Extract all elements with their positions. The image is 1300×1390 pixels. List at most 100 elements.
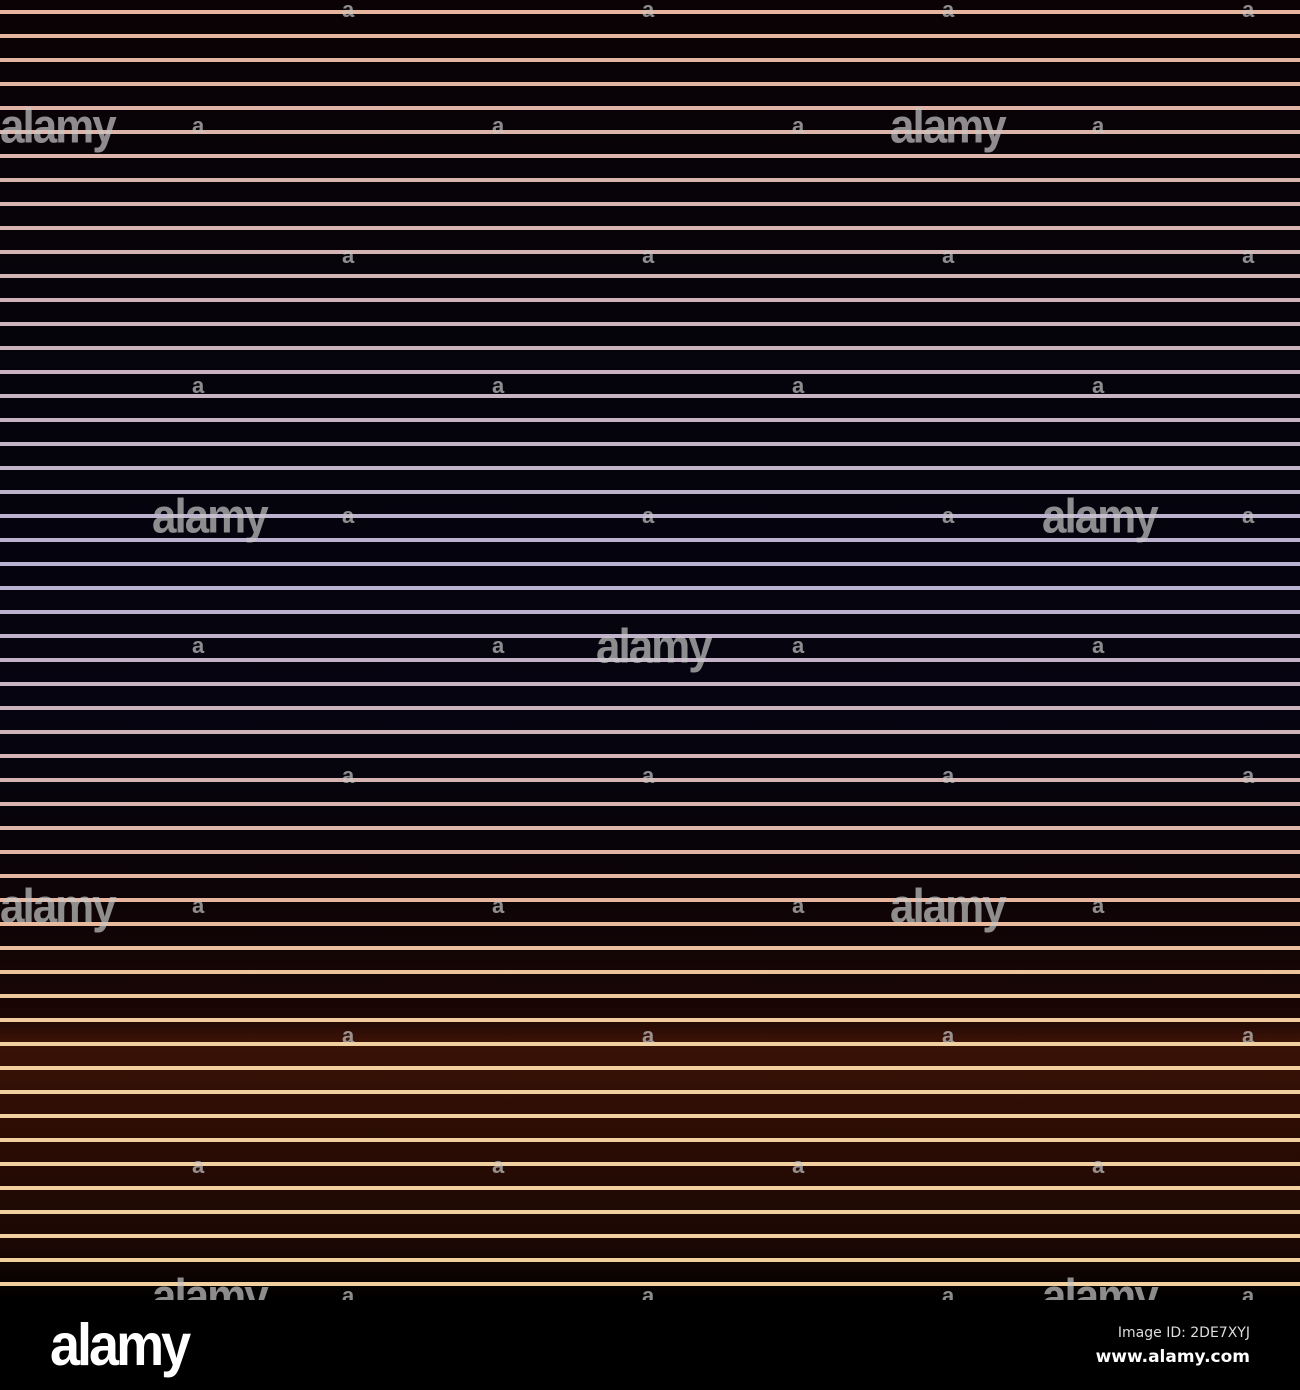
stripe <box>0 1090 1300 1094</box>
watermark-logo-icon: a <box>1092 633 1105 658</box>
image-id: Image ID: 2DE7XYJ <box>1117 1325 1250 1341</box>
stripe <box>0 706 1300 710</box>
watermark-logo-icon: a <box>1092 1153 1105 1178</box>
stripe <box>0 682 1300 686</box>
stripe <box>0 754 1300 758</box>
watermark-logo-icon: a <box>642 243 655 268</box>
stripe <box>0 850 1300 854</box>
stripe <box>0 994 1300 998</box>
website-url: www.alamy.com <box>1095 1347 1250 1367</box>
stripe <box>0 58 1300 62</box>
stripe <box>0 1138 1300 1142</box>
watermark-logo-icon: a <box>492 113 505 138</box>
watermark-logo-icon: a <box>942 243 955 268</box>
watermark-logo-icon: a <box>1092 113 1105 138</box>
stripe <box>0 82 1300 86</box>
watermark-logo-icon: a <box>942 1023 955 1048</box>
stripe <box>0 178 1300 182</box>
stripe <box>0 658 1300 662</box>
stripe <box>0 226 1300 230</box>
stripe <box>0 154 1300 158</box>
stripe <box>0 490 1300 494</box>
stripe <box>0 970 1300 974</box>
stripe <box>0 730 1300 734</box>
stripe <box>0 34 1300 38</box>
stripe <box>0 274 1300 278</box>
stripe <box>0 1114 1300 1118</box>
watermark-logo-icon: a <box>492 1153 505 1178</box>
watermark-logo-icon: a <box>1242 243 1255 268</box>
watermark-logo-icon: a <box>642 0 655 22</box>
watermark-logo-icon: a <box>1092 893 1105 918</box>
watermark: alamy <box>890 879 1007 934</box>
stripe <box>0 202 1300 206</box>
stripe <box>0 1018 1300 1022</box>
watermark: alamy <box>0 879 117 934</box>
watermark-logo-icon: a <box>342 763 355 788</box>
stripe <box>0 778 1300 782</box>
watermark: alamy <box>0 99 117 154</box>
footer-bar: alamy Image ID: 2DE7XYJ www.alamy.com <box>0 1300 1300 1390</box>
stripe <box>0 298 1300 302</box>
watermark-logo-icon: a <box>792 1153 805 1178</box>
stripe <box>0 1210 1300 1214</box>
stripe <box>0 1282 1300 1286</box>
alamy-logo: alamy <box>50 1312 191 1378</box>
watermark-logo-icon: a <box>792 893 805 918</box>
stripe <box>0 898 1300 902</box>
watermark-logo-icon: a <box>792 373 805 398</box>
stripe <box>0 946 1300 950</box>
stripe <box>0 514 1300 518</box>
watermark-logo-icon: a <box>1092 373 1105 398</box>
stripe <box>0 418 1300 422</box>
stripe <box>0 346 1300 350</box>
watermark: alamy <box>890 99 1007 154</box>
watermark-logo-icon: a <box>1242 503 1255 528</box>
stripe <box>0 250 1300 254</box>
watermark-logo-icon: a <box>1242 763 1255 788</box>
stripe <box>0 322 1300 326</box>
stripe <box>0 802 1300 806</box>
watermark-logo-icon: a <box>942 763 955 788</box>
stripe <box>0 1234 1300 1238</box>
stripe <box>0 1066 1300 1070</box>
watermark-logo-icon: a <box>192 893 205 918</box>
watermark: alamy <box>596 619 713 674</box>
stripe <box>0 1042 1300 1046</box>
watermark: alamy <box>152 489 269 544</box>
stripe <box>0 586 1300 590</box>
stripe <box>0 106 1300 110</box>
stripe <box>0 610 1300 614</box>
watermark-logo-icon: a <box>192 113 205 138</box>
stripe <box>0 394 1300 398</box>
watermark-logo-icon: a <box>642 1023 655 1048</box>
stripe <box>0 130 1300 134</box>
stripe <box>0 538 1300 542</box>
stripe <box>0 1162 1300 1166</box>
watermark-logo-icon: a <box>192 373 205 398</box>
stripe <box>0 874 1300 878</box>
stripe <box>0 466 1300 470</box>
watermark-logo-icon: a <box>1242 0 1255 22</box>
stripe <box>0 442 1300 446</box>
watermark-logo-icon: a <box>492 893 505 918</box>
watermark-logo-icon: a <box>792 633 805 658</box>
watermark-logo-icon: a <box>342 1023 355 1048</box>
watermark-logo-icon: a <box>942 503 955 528</box>
stripe <box>0 826 1300 830</box>
watermark: alamy <box>1042 489 1159 544</box>
watermark-logo-icon: a <box>792 113 805 138</box>
stripe <box>0 562 1300 566</box>
stripe <box>0 1258 1300 1262</box>
stripe <box>0 634 1300 638</box>
stripe <box>0 370 1300 374</box>
watermark-logo-icon: a <box>492 633 505 658</box>
stripe <box>0 10 1300 14</box>
watermark-logo-icon: a <box>492 373 505 398</box>
watermark-logo-icon: a <box>342 503 355 528</box>
stripe <box>0 922 1300 926</box>
watermark-logo-icon: a <box>642 763 655 788</box>
watermark-logo-icon: a <box>642 503 655 528</box>
watermark-logo-icon: a <box>342 243 355 268</box>
